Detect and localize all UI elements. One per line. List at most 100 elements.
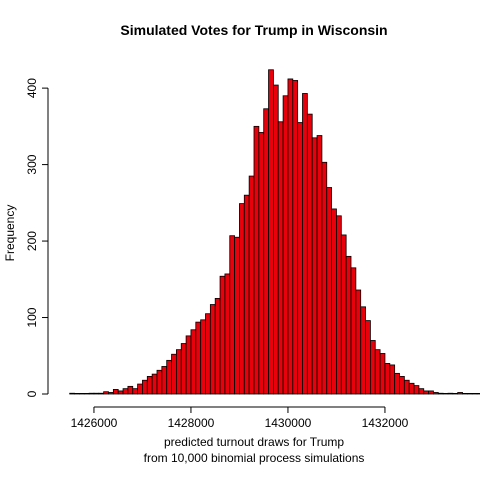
y-tick-label: 0 [25,390,39,397]
x-axis-label-line2: from 10,000 binomial process simulations [144,451,365,465]
y-tick-label: 400 [25,78,39,98]
histogram-bar [433,392,439,395]
histogram-bar [103,391,109,395]
histogram-bar [399,376,405,395]
histogram-bar [277,121,284,395]
histogram-bar [161,366,168,395]
histogram-bar [108,392,114,395]
histogram-bar [243,194,250,395]
x-tick-label: 1432000 [362,416,409,430]
histogram-bar [336,215,342,395]
y-tick-label: 300 [25,154,39,174]
histogram-bar [403,379,410,395]
histogram-bar [180,343,187,395]
histogram-bar [345,255,352,395]
histogram-bar [316,135,323,395]
histogram-bar [374,349,381,395]
histogram-bar [171,353,177,395]
histogram-bar [452,392,459,395]
x-tick-label: 1430000 [265,416,312,430]
histogram-bar [462,392,468,395]
histogram-bar [69,392,75,395]
histogram-bar [355,289,362,395]
histogram-bar [214,298,221,395]
y-tick-label: 100 [25,307,39,327]
histogram-bar [326,187,332,395]
histogram-bar [156,369,163,395]
histogram-bar [369,340,376,395]
histogram-bar [437,392,444,395]
histogram-bar [272,84,279,395]
y-axis-label: Frequency [3,205,17,262]
histogram-bar [205,313,211,395]
histogram-bar [466,392,473,395]
histogram-bar [428,390,434,395]
histogram-bar [190,329,197,395]
histogram-bar [142,379,148,395]
y-axis: 0 100 200 300 400 [25,78,49,397]
histogram-bar [263,108,269,395]
histogram-bar [311,137,318,395]
histogram-bar [209,304,216,395]
histogram-bar [224,273,231,395]
histogram-bar [379,353,386,395]
histogram-bar [185,335,192,395]
histogram-bar [98,392,105,395]
histogram-bar [268,69,274,395]
bars-group [69,69,480,395]
x-axis-label-line1: predicted turnout draws for Trump [164,435,344,449]
histogram-bar [229,235,235,395]
histogram-bar [122,388,129,395]
histogram-bar [195,321,202,395]
histogram-bar [248,175,255,395]
histogram-bar [253,125,260,395]
histogram-bar [258,132,265,395]
histogram-bar [166,359,172,395]
histogram-bar [79,392,85,395]
histogram-bar [112,389,119,395]
histogram-bar [365,320,371,395]
histogram-bar [234,236,240,395]
histogram-bar [384,363,391,395]
histogram-bar [137,383,143,395]
x-axis: 1426000 1428000 1430000 1432000 [71,406,409,430]
histogram-bar [239,203,245,395]
histogram-bar [292,80,299,395]
histogram-bar [200,319,206,395]
histogram-bar [93,392,100,395]
histogram-bar [146,376,153,395]
histogram-bar [74,392,80,395]
x-tick-label: 1426000 [71,416,118,430]
histogram-bar [442,392,449,395]
histogram-bar [408,382,415,395]
histogram-bar [83,392,90,395]
histogram-bar [331,208,337,395]
y-tick-label: 200 [25,231,39,251]
chart-title: Simulated Votes for Trump in Wisconsin [120,22,387,38]
histogram-bar [175,349,182,395]
histogram-bar [418,388,425,395]
histogram-bar [471,392,478,395]
histogram-bar [88,392,95,395]
histogram-bar [132,388,138,395]
histogram-bar [297,122,303,395]
histogram-bar [117,390,124,395]
histogram-bar [413,385,420,395]
histogram-bar [340,234,347,395]
histogram-bar [321,161,328,395]
histogram-bar [306,113,313,395]
histogram-bar [287,78,294,395]
histogram-bar [302,93,308,395]
histogram-bar [394,372,400,395]
histogram-bar [447,392,454,395]
histogram-bar [360,306,366,395]
histogram-bar [457,392,463,395]
histogram-bar [127,385,134,395]
histogram-bar [350,267,357,395]
x-tick-label: 1428000 [168,416,215,430]
histogram-bar [389,364,396,395]
histogram-bar [282,95,289,395]
histogram-bar [219,275,226,395]
